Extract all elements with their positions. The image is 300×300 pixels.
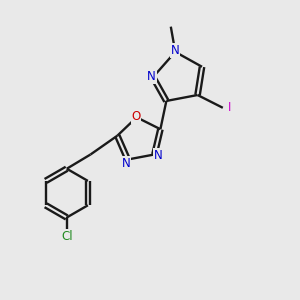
Text: N: N — [154, 148, 162, 162]
Text: N: N — [122, 157, 130, 169]
Text: Cl: Cl — [61, 230, 73, 243]
Text: N: N — [147, 70, 156, 83]
Text: O: O — [131, 110, 141, 123]
Text: N: N — [171, 44, 180, 57]
Text: I: I — [228, 101, 232, 114]
